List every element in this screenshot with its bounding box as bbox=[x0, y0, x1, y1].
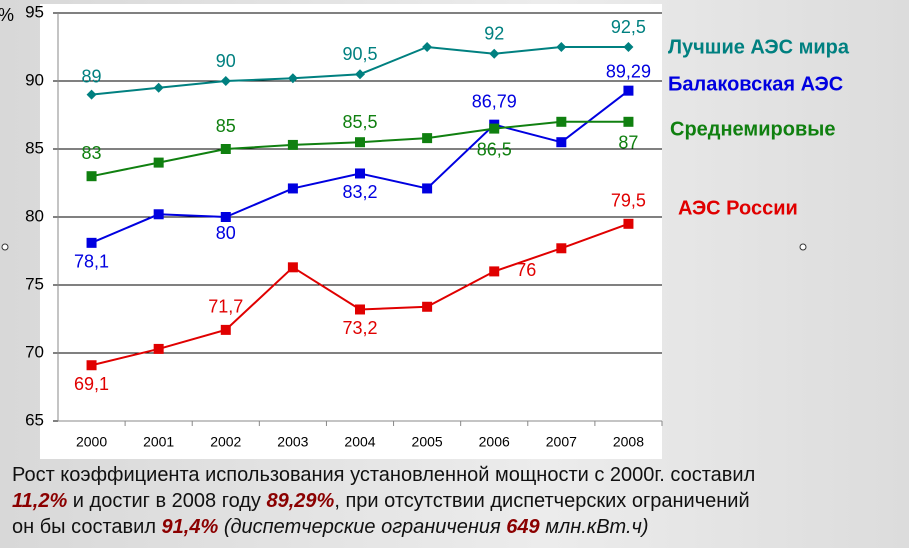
marker bbox=[153, 82, 164, 93]
marker bbox=[220, 76, 231, 86]
legend-label: Лучшие АЭС мира bbox=[668, 36, 850, 58]
footnote-text: (диспетчерские ограничения bbox=[218, 516, 507, 538]
chart-area bbox=[40, 4, 662, 459]
marker bbox=[86, 237, 97, 248]
marker bbox=[422, 42, 433, 52]
marker bbox=[556, 243, 567, 254]
marker bbox=[220, 144, 231, 154]
footnote-line: он бы составил 91,4% (диспетчерские огра… bbox=[12, 516, 649, 539]
y-tick-label: 90 bbox=[25, 70, 44, 89]
chart: % 65 70 75 80 85 90 95 2000 2001 2002 2003 2004 2005… bbox=[0, 2, 850, 459]
y-tick-label: 80 bbox=[25, 206, 44, 225]
marker bbox=[153, 343, 164, 354]
value-label: 69,1 bbox=[74, 374, 109, 394]
marker bbox=[489, 123, 500, 134]
x-tick-label: 2000 bbox=[76, 434, 107, 450]
footnote-text: , при отсутствии диспетчерских ограничен… bbox=[334, 490, 750, 512]
y-axis-label: % bbox=[0, 5, 14, 25]
marker bbox=[623, 116, 634, 127]
footnote-line: Рост коэффициента использования установл… bbox=[12, 464, 755, 487]
legend-label: Балаковская АЭС bbox=[668, 73, 843, 95]
x-tick-label: 2001 bbox=[143, 434, 174, 450]
decoration bbox=[1, 243, 9, 251]
marker bbox=[86, 171, 97, 182]
footnote-text: Рост коэффициента использования установл… bbox=[12, 464, 756, 486]
marker bbox=[86, 89, 97, 100]
y-tick-label: 75 bbox=[25, 274, 44, 293]
marker bbox=[556, 116, 567, 127]
value-label: 85 bbox=[216, 116, 236, 136]
marker bbox=[287, 262, 298, 273]
y-tick-label: 65 bbox=[25, 410, 44, 429]
marker bbox=[623, 42, 634, 52]
y-tick-label: 70 bbox=[25, 342, 44, 361]
x-tick-label: 2005 bbox=[412, 434, 443, 450]
marker bbox=[422, 183, 433, 194]
x-tick-label: 2003 bbox=[277, 434, 308, 450]
value-label: 83 bbox=[82, 143, 102, 163]
marker bbox=[556, 137, 567, 148]
marker bbox=[287, 73, 298, 84]
y-tick-label: 85 bbox=[25, 138, 44, 157]
value-label: 90,5 bbox=[342, 44, 377, 64]
value-label: 86,79 bbox=[472, 91, 517, 111]
value-label: 80 bbox=[216, 223, 236, 243]
marker bbox=[422, 301, 433, 312]
decoration bbox=[799, 243, 807, 251]
marker bbox=[86, 360, 97, 371]
marker bbox=[489, 266, 500, 277]
marker bbox=[623, 85, 634, 96]
legend-label: Среднемировые bbox=[670, 118, 835, 140]
value-label: 89 bbox=[82, 66, 102, 86]
x-tick-label: 2008 bbox=[613, 434, 644, 450]
footnote-text: млн.кВт.ч) bbox=[539, 516, 649, 538]
marker bbox=[153, 209, 164, 220]
x-tick-label: 2007 bbox=[546, 434, 577, 450]
marker bbox=[220, 212, 231, 222]
marker bbox=[287, 139, 298, 150]
marker bbox=[153, 157, 164, 168]
value-label: 73,2 bbox=[342, 318, 377, 338]
marker bbox=[556, 42, 567, 52]
marker bbox=[220, 324, 231, 335]
marker bbox=[489, 48, 500, 59]
value-label: 83,2 bbox=[342, 182, 377, 202]
marker bbox=[355, 137, 365, 148]
marker bbox=[287, 183, 298, 194]
marker bbox=[623, 218, 634, 229]
footnote-text: 11,2% bbox=[12, 490, 68, 512]
value-label: 71,7 bbox=[208, 297, 243, 317]
value-label: 76 bbox=[516, 260, 536, 280]
footnote-text: 649 bbox=[506, 516, 540, 538]
y-tick-label: 95 bbox=[25, 2, 44, 21]
value-label: 92,5 bbox=[611, 17, 646, 37]
value-label: 85,5 bbox=[342, 112, 377, 132]
marker bbox=[355, 304, 365, 315]
footnote-text: он бы составил bbox=[12, 516, 162, 538]
value-label: 89,29 bbox=[606, 61, 651, 81]
marker bbox=[355, 168, 365, 179]
x-tick-label: 2002 bbox=[210, 434, 241, 450]
marker bbox=[422, 133, 433, 144]
footnote-line: 11,2% и достиг в 2008 году 89,29%, при о… bbox=[12, 490, 750, 513]
value-label: 90 bbox=[216, 51, 236, 71]
value-label: 79,5 bbox=[611, 191, 646, 211]
footnote-text: 91,4% bbox=[161, 516, 219, 538]
x-tick-label: 2006 bbox=[479, 434, 510, 450]
value-label: 87 bbox=[618, 133, 638, 153]
marker bbox=[355, 69, 365, 80]
legend-label: АЭС России bbox=[678, 197, 798, 219]
value-label: 92 bbox=[484, 24, 504, 44]
footnote-text: и достиг в 2008 году bbox=[67, 490, 267, 512]
footnote-text: 89,29% bbox=[266, 490, 335, 512]
value-label: 86,5 bbox=[477, 139, 512, 159]
x-tick-label: 2004 bbox=[344, 434, 375, 450]
value-label: 78,1 bbox=[74, 252, 109, 272]
